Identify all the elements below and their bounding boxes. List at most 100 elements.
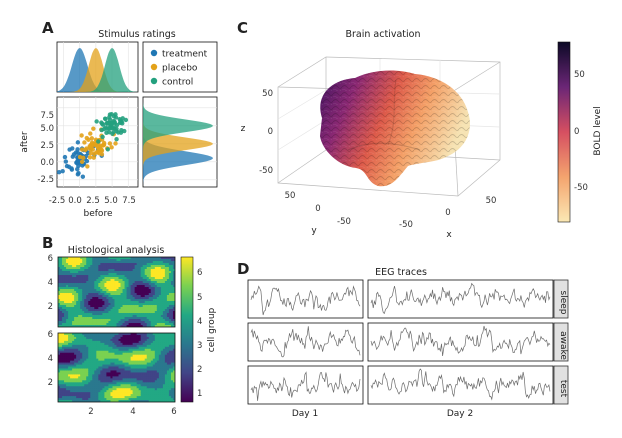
heatmap-cell (96, 281, 99, 284)
heatmap-cell (84, 378, 87, 381)
heatmap-cell (138, 358, 142, 362)
heatmap-cell (100, 267, 103, 270)
heatmap-cell (162, 350, 166, 354)
heatmap-cell (68, 317, 71, 320)
heatmap-cell (106, 348, 109, 352)
heatmap-cell (70, 315, 73, 318)
heatmap-cell (106, 366, 109, 369)
heatmap-cell (158, 291, 162, 294)
heatmap-cell (88, 317, 91, 320)
heatmap-cell (130, 283, 134, 286)
heatmap-cell (144, 370, 148, 373)
heatmap-cell (122, 319, 126, 322)
heatmap-cell (60, 283, 63, 286)
heatmap-cell (164, 289, 168, 292)
heatmap-cell (134, 376, 138, 379)
heatmap-cell (128, 289, 132, 292)
heatmap-cell (60, 368, 63, 371)
heatmap-cell (152, 309, 156, 312)
heatmap-cell (170, 277, 174, 280)
heatmap-cell (160, 295, 164, 298)
heatmap-cell (108, 317, 111, 320)
heatmap-cell (122, 309, 126, 312)
heatmap-cell (108, 289, 111, 292)
heatmap-cell (154, 382, 158, 385)
scatter-point-placebo (94, 150, 99, 155)
heatmap-cell (126, 364, 130, 368)
heatmap-cell (82, 291, 85, 294)
heatmap-cell (124, 384, 128, 387)
heatmap-cell (126, 301, 130, 304)
heatmap-cell (170, 321, 174, 324)
heatmap-cell (102, 334, 105, 338)
heatmap-cell (126, 378, 130, 381)
heatmap-cell (108, 265, 111, 268)
heatmap-cell (98, 299, 101, 302)
heatmap-cell (82, 259, 85, 262)
heatmap-cell (100, 287, 103, 290)
heatmap-cell (142, 390, 146, 393)
heatmap-cell (106, 303, 109, 306)
heatmap-cell (92, 370, 95, 373)
heatmap-cell (88, 348, 91, 352)
heatmap-cell (90, 394, 93, 397)
heatmap-cell (168, 348, 172, 352)
heatmap-cell (92, 398, 95, 401)
heatmap-cell (92, 311, 95, 314)
heatmap-cell (78, 400, 81, 402)
top-marginal-density (56, 41, 139, 93)
scatter-point-placebo (77, 154, 83, 160)
heatmap-cell (164, 283, 168, 286)
heatmap-cell (122, 273, 126, 276)
heatmap-cell (132, 303, 136, 306)
heatmap-cell (156, 338, 160, 342)
heatmap-cell (80, 269, 83, 272)
heatmap-cell (114, 281, 117, 284)
heatmap-cell (82, 267, 85, 270)
heatmap-cell (88, 299, 91, 302)
heatmap-cell (144, 277, 148, 280)
heatmap-cell (82, 388, 85, 391)
heatmap-cell (138, 313, 142, 316)
heatmap-cell (68, 392, 71, 395)
heatmap-cell (112, 277, 115, 280)
heatmap-cell (82, 368, 85, 371)
heatmap-cell (62, 398, 65, 401)
heatmap-cell (126, 273, 130, 276)
density-top-placebo (57, 48, 138, 92)
heatmap-cell (70, 279, 73, 282)
heatmap-cell (66, 382, 69, 385)
heatmap-cell (84, 368, 87, 371)
heatmap-cell (136, 323, 140, 326)
heatmap-cell (60, 269, 63, 272)
heatmap-cell (60, 293, 63, 296)
heatmap-cell (102, 356, 105, 360)
heatmap-cell (62, 392, 65, 395)
heatmap-cell (116, 257, 120, 260)
heatmap-cell (80, 358, 83, 362)
heatmap-cell (90, 267, 93, 270)
heatmap-cell (150, 303, 154, 306)
heatmap-cell (72, 380, 75, 383)
heatmap-cell (160, 354, 164, 358)
heatmap-cell (104, 307, 107, 310)
heatmap-cell (70, 317, 73, 320)
heatmap-cell (64, 267, 67, 270)
heatmap-cell (94, 313, 97, 316)
heatmap-cell (136, 297, 140, 300)
heatmap-cell (164, 334, 168, 338)
heatmap-cell (82, 348, 85, 352)
heatmap-cell (104, 281, 107, 284)
heatmap-cell (108, 297, 111, 300)
legend: treatment placebo control (142, 41, 218, 93)
heatmap-cell (66, 295, 69, 298)
heatmap-cell (120, 354, 124, 358)
heatmap-cell (144, 309, 148, 312)
heatmap-cell (84, 287, 87, 290)
heatmap-cell (58, 283, 61, 286)
heatmap-cell (80, 390, 83, 393)
heatmap-cell (158, 267, 162, 270)
heatmap-cell (170, 313, 174, 316)
heatmap-cell (68, 333, 71, 336)
heatmap-cell (94, 315, 97, 318)
